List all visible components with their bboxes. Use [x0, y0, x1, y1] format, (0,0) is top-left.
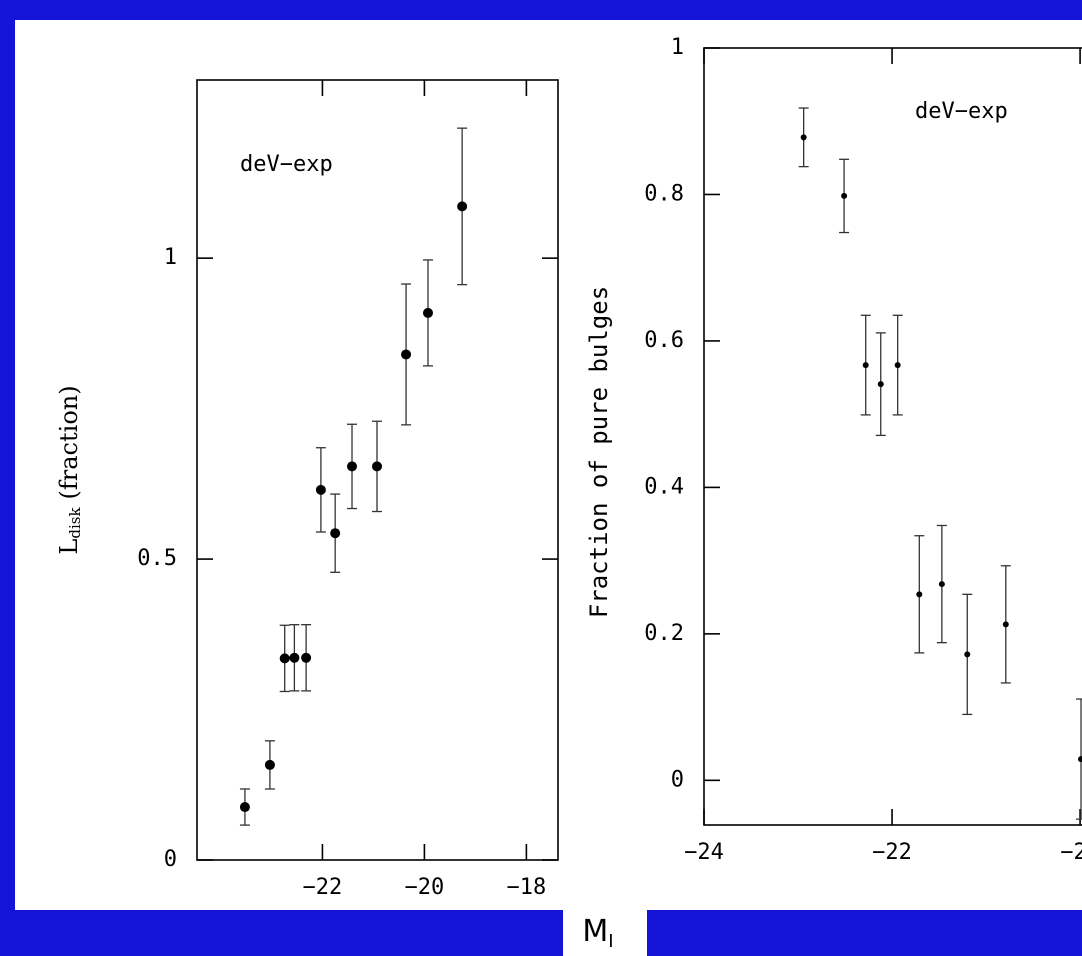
x-tick-label: −20	[405, 875, 445, 900]
point	[279, 653, 290, 664]
point	[800, 134, 807, 141]
point	[289, 652, 300, 663]
plot-frame	[196, 79, 559, 861]
x-tick-label: −22	[872, 840, 912, 865]
point	[938, 581, 945, 588]
point	[315, 484, 326, 495]
y-tick-label: 0	[164, 847, 177, 872]
plot-frame	[703, 47, 1082, 826]
annotation: deV−exp	[240, 152, 333, 177]
x-tick-label: −18	[507, 875, 547, 900]
white-panel	[15, 20, 1082, 910]
y-label-main: L	[55, 539, 83, 555]
point	[401, 349, 412, 360]
y-tick-label: 0	[671, 767, 684, 792]
y-tick-label: 0.4	[644, 474, 684, 499]
point	[347, 461, 358, 472]
y-label-sub: disk	[66, 507, 84, 539]
point	[1002, 621, 1009, 628]
annotation: deV−exp	[915, 99, 1008, 124]
point	[371, 461, 382, 472]
x-tick-label: −24	[684, 840, 724, 865]
y-tick-label: 0.8	[644, 181, 684, 206]
x-axis-label: MI	[582, 914, 613, 953]
x-tick-label: −20	[1060, 840, 1082, 865]
point	[841, 192, 848, 199]
point	[457, 201, 468, 212]
y-tick-label: 0.6	[644, 328, 684, 353]
point	[264, 759, 275, 770]
y-tick-label: 0.2	[644, 621, 684, 646]
point	[894, 362, 901, 369]
point	[239, 802, 250, 813]
point	[964, 651, 971, 658]
point	[330, 528, 341, 539]
point	[301, 652, 312, 663]
point	[916, 591, 923, 598]
x-tick-label: −22	[303, 875, 343, 900]
label-box	[563, 905, 647, 956]
y-label-rest: (fraction)	[55, 385, 83, 499]
point	[422, 307, 433, 318]
y-tick-label: 0.5	[137, 546, 177, 571]
x-label-main: M	[582, 914, 608, 949]
y-axis-label: Ldisk (fraction)	[55, 385, 85, 554]
point	[877, 381, 884, 388]
point	[1078, 756, 1082, 763]
y-tick-label: 1	[671, 35, 684, 60]
y-axis-label: Fraction of pure bulges	[585, 286, 613, 618]
x-label-sub: I	[608, 931, 613, 952]
y-tick-label: 1	[164, 245, 177, 270]
point	[862, 362, 869, 369]
